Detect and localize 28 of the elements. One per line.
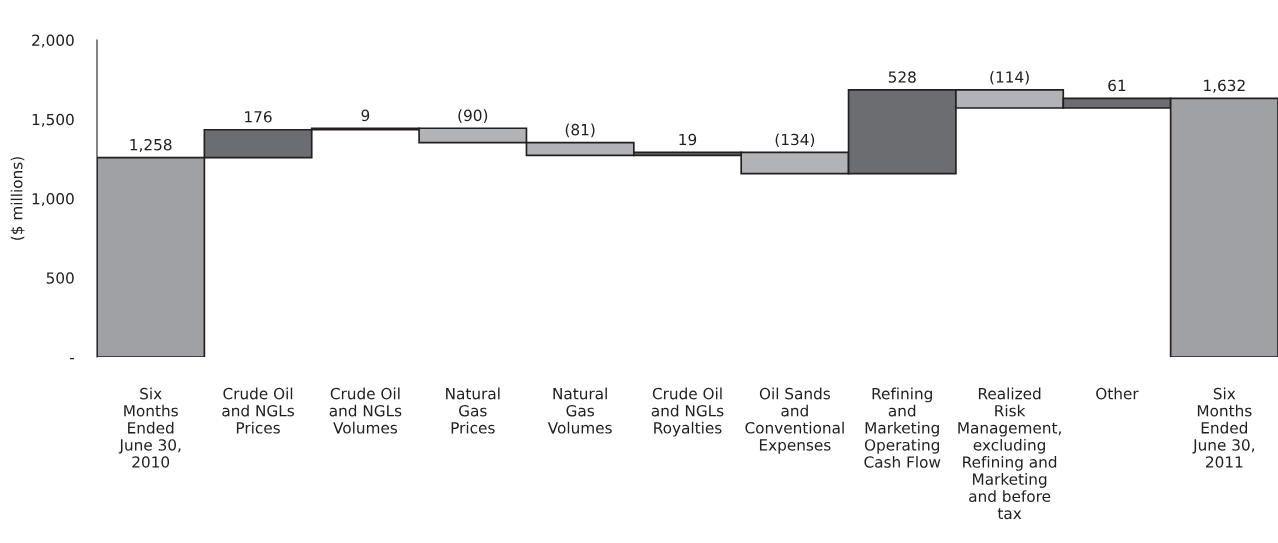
y-tick-label: - bbox=[70, 358, 75, 360]
x-tick-label: Crude Oil and NGLs Prices bbox=[222, 387, 294, 434]
data-label: (90) bbox=[458, 109, 488, 123]
data-label: 61 bbox=[1108, 79, 1126, 92]
x-tick-label: Six Months Ended June 30, 2011 bbox=[1192, 387, 1255, 468]
data-label: 9 bbox=[361, 109, 370, 122]
data-label: 1,258 bbox=[130, 138, 172, 153]
x-tick-label: Six Months Ended June 30, 2010 bbox=[118, 387, 181, 468]
x-tick-label: Crude Oil and NGLs Royalties bbox=[651, 387, 724, 437]
data-label: 1,632 bbox=[1204, 79, 1245, 93]
data-label: 176 bbox=[245, 111, 272, 123]
y-tick-label: 1,000 bbox=[32, 192, 74, 207]
data-label: 19 bbox=[679, 133, 697, 146]
y-axis-title: ($ millions) bbox=[10, 157, 25, 240]
x-tick-label: Natural Gas Volumes bbox=[547, 387, 612, 434]
x-tick-label: Natural Gas Prices bbox=[446, 387, 500, 434]
data-label: (134) bbox=[775, 133, 815, 148]
y-tick-label: 500 bbox=[46, 272, 74, 284]
data-label: (81) bbox=[565, 123, 595, 138]
y-tick-label: 1,500 bbox=[32, 113, 74, 127]
data-label: 528 bbox=[888, 71, 916, 83]
x-tick-label: Crude Oil and NGLs Volumes bbox=[329, 387, 402, 434]
data-label: (114) bbox=[990, 70, 1029, 85]
x-tick-label: Realized Risk Management, excluding Refining and Marketing and before tax bbox=[958, 387, 1061, 520]
x-tick-label: Refining and Marketing Operating Cash Flow bbox=[864, 387, 941, 468]
x-tick-label: Oil Sands and Conventional Expenses bbox=[745, 387, 844, 454]
y-tick-label: 2,000 bbox=[32, 34, 74, 48]
x-tick-label: Other bbox=[1096, 387, 1139, 400]
